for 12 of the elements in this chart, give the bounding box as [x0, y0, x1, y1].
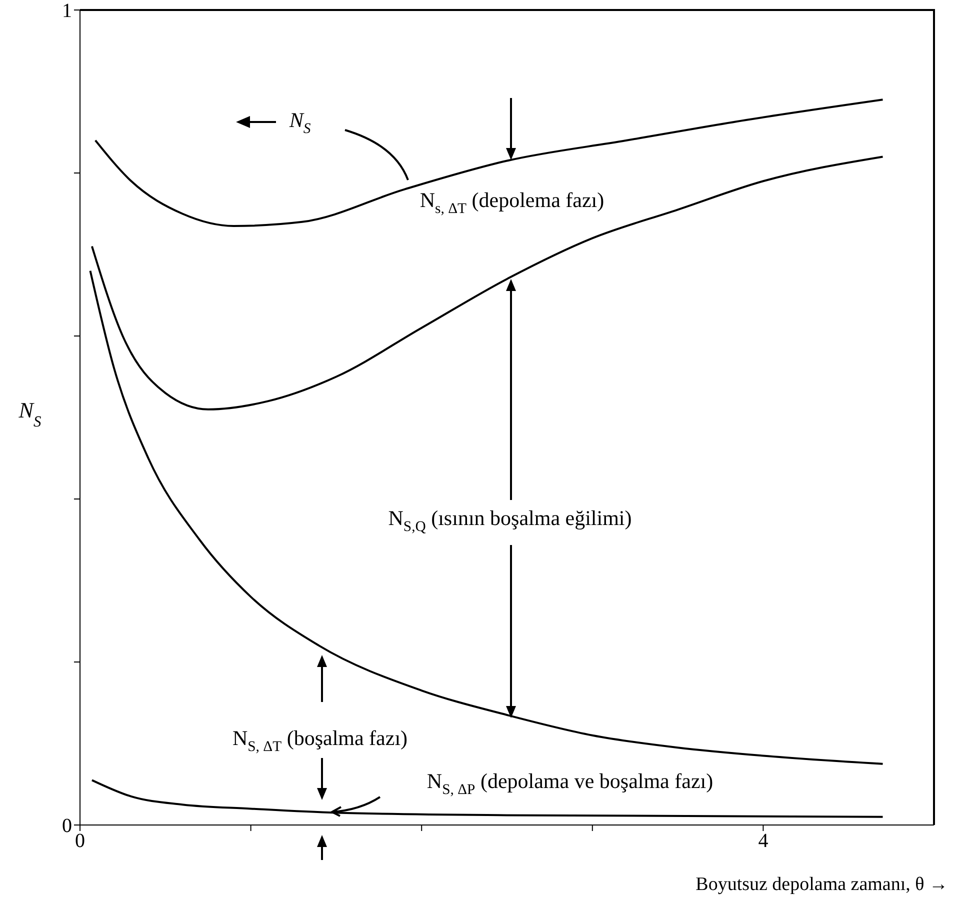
annotation: N$_{S,Q}$ (ısının boşalma eğilimi) [388, 506, 632, 536]
line-series [89, 270, 884, 765]
y-axis-title: N$_{S}$ [18, 398, 42, 430]
annotation: N$_{S, ΔP}$ (depolama ve boşalma fazı) [426, 768, 714, 798]
line-series [90, 156, 884, 410]
annotation: N$_{S, ΔT}$ (boşalma fazı) [232, 726, 408, 756]
x-tick-label: 4 [758, 830, 768, 852]
annotation: N$_{S}$ [288, 108, 312, 138]
x-axis-title: Boyutsuz depolama zamanı, θ → [696, 874, 948, 895]
annotation: N$_{s, ΔT}$ (depolema fazı) [420, 188, 604, 218]
line-series [94, 98, 884, 227]
y-tick-label: 1 [62, 0, 72, 22]
